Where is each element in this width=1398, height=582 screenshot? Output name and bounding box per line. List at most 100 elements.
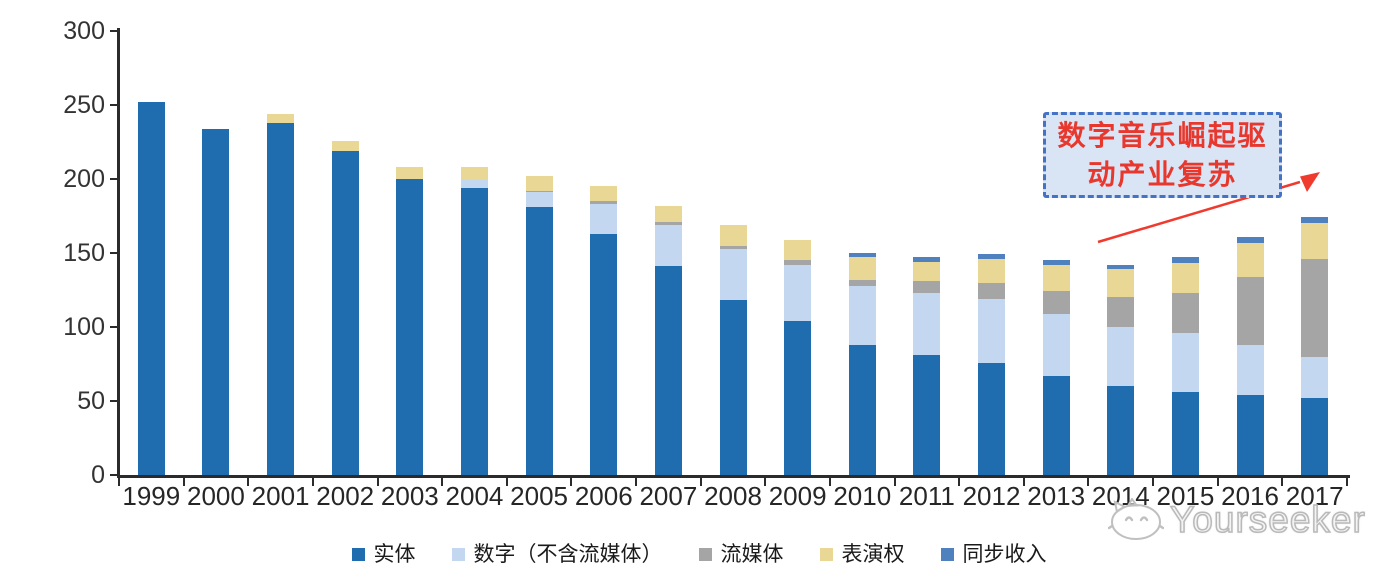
bar-segment-performance: [719, 224, 747, 246]
x-axis-year-label: 2002: [316, 481, 375, 511]
y-axis-tick-label: 300: [63, 17, 105, 45]
x-axis-year-label: 2014: [1091, 481, 1150, 511]
x-axis-tick: [247, 478, 250, 486]
x-axis-tick: [1346, 478, 1348, 486]
bar-segment-performance: [1301, 223, 1329, 259]
bar-segment-physical: [1301, 398, 1329, 475]
annotation-text-line2: 动产业复苏: [1087, 158, 1238, 191]
bar-segment-physical: [978, 362, 1006, 475]
bar-segment-digital: [1107, 327, 1135, 387]
x-axis-year-label: 2006: [574, 481, 633, 511]
legend-swatch-performance: [819, 547, 833, 561]
bar-segment-performance: [913, 261, 941, 282]
bar-segment-streaming: [978, 282, 1006, 299]
annotation-text-line1: 数字音乐崛起驱: [1057, 119, 1268, 152]
bar-segment-physical: [396, 179, 424, 475]
bar-segment-physical: [784, 321, 812, 475]
bar-segment-digital: [654, 224, 682, 267]
y-axis-tick-label: 0: [91, 461, 105, 489]
x-axis-tick: [441, 478, 444, 486]
bar-segment-physical: [202, 128, 230, 475]
bar-segment-performance: [1236, 242, 1264, 277]
legend-swatch-physical: [351, 547, 365, 561]
legend-swatch-streaming: [698, 547, 712, 561]
bar-segment-streaming: [719, 245, 747, 249]
x-axis-tick: [182, 478, 185, 486]
x-axis-year-label: 2003: [380, 481, 439, 511]
bar-segment-physical: [525, 207, 553, 475]
bar-segment-digital: [1171, 332, 1199, 393]
x-axis-tick: [1281, 478, 1284, 486]
x-axis-year-label: 2012: [962, 481, 1021, 511]
x-axis-tick: [764, 478, 767, 486]
bar-segment-performance: [525, 176, 553, 191]
bar-segment-digital: [913, 292, 941, 356]
bar-segment-sync: [978, 254, 1006, 259]
annotation-arrowhead: [1300, 172, 1320, 192]
x-axis-year-label: 1999: [122, 481, 181, 511]
bar-segment-sync: [913, 257, 941, 262]
y-axis-tick: [110, 326, 118, 328]
bar-segment-streaming: [1107, 297, 1135, 327]
bar-segment-performance: [1107, 269, 1135, 298]
bar-segment-sync: [1301, 217, 1329, 224]
legend-swatch-digital: [451, 547, 465, 561]
bar-segment-digital: [719, 248, 747, 301]
legend-label-streaming: 流媒体: [720, 542, 784, 566]
x-axis-year-label: 2013: [1027, 481, 1086, 511]
bar-segment-physical: [913, 355, 941, 475]
chart-legend: 实体 数字（不含流媒体） 流媒体 表演权 同步收入: [0, 538, 1398, 570]
bar-segment-performance: [978, 258, 1006, 283]
y-axis-tick: [110, 252, 118, 254]
bar-segment-performance: [590, 186, 618, 202]
legend-item-digital: 数字（不含流媒体）: [451, 542, 663, 566]
bar-segment-digital: [978, 298, 1006, 363]
x-axis-tick: [1022, 478, 1025, 486]
bar-segment-performance: [331, 140, 359, 151]
bar-segment-physical: [1236, 395, 1264, 475]
bar-segment-performance: [848, 257, 876, 280]
bar-segment-sync: [1042, 260, 1070, 265]
legend-item-streaming: 流媒体: [698, 542, 784, 566]
x-axis-tick: [1152, 478, 1155, 486]
x-axis-year-label: 2000: [187, 481, 245, 511]
bar-segment-physical: [1042, 375, 1070, 475]
bar-segment-digital: [848, 285, 876, 345]
y-axis-tick: [110, 178, 118, 180]
x-axis-year-label: 2007: [639, 481, 698, 511]
x-axis-year-label: 2016: [1221, 481, 1279, 511]
bar-segment-digital: [784, 264, 812, 322]
x-axis-tick: [828, 478, 831, 486]
y-axis-tick-label: 50: [77, 387, 105, 415]
x-axis-tick: [635, 478, 638, 486]
x-axis-line: [117, 475, 1350, 478]
bar-segment-physical: [848, 344, 876, 475]
bar-segment-physical: [590, 233, 618, 475]
legend-label-sync: 同步收入: [962, 542, 1047, 566]
x-axis-tick: [1087, 478, 1090, 486]
legend-label-digital: 数字（不含流媒体）: [473, 542, 663, 566]
x-axis-tick: [893, 478, 896, 486]
y-axis-tick: [110, 400, 118, 402]
y-axis-tick: [110, 104, 118, 106]
bar-segment-physical: [719, 300, 747, 475]
legend-item-performance: 表演权: [819, 543, 905, 565]
x-axis-year-label: 2008: [704, 481, 762, 511]
bar-segment-streaming: [913, 281, 941, 293]
bar-segment-physical: [137, 102, 165, 475]
bar-segment-streaming: [1042, 291, 1070, 314]
y-axis-tick: [110, 474, 118, 476]
bar-segment-digital: [590, 204, 618, 234]
bar-segment-digital: [460, 180, 488, 188]
y-axis-tick-label: 200: [63, 165, 105, 193]
bar-segment-physical: [1171, 392, 1199, 475]
bar-segment-performance: [1171, 263, 1199, 293]
bar-segment-physical: [331, 150, 359, 475]
bar-segment-sync: [848, 253, 876, 258]
bar-segment-streaming: [1301, 258, 1329, 357]
x-axis-year-label: 2009: [768, 481, 827, 511]
y-axis-tick-label: 150: [63, 239, 105, 267]
x-axis-tick: [505, 478, 508, 486]
bar-segment-digital: [1042, 313, 1070, 376]
